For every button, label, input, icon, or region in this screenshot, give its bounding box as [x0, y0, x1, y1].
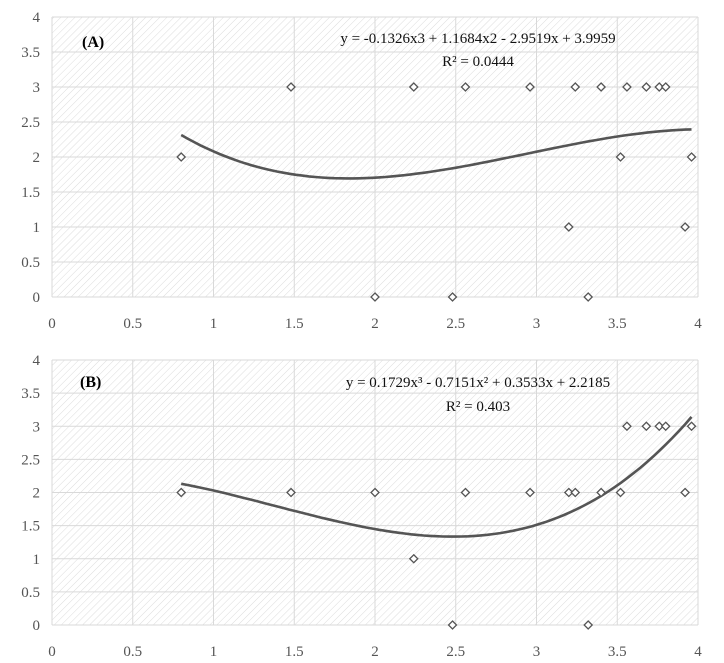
- y-tick-label: 0: [33, 290, 41, 306]
- y-tick-label: 2: [33, 486, 41, 502]
- data-point: [686, 152, 697, 162]
- y-tick-label: 1.5: [21, 185, 40, 201]
- data-point: [622, 82, 632, 92]
- data-point: [654, 82, 665, 92]
- points-a: [176, 82, 697, 302]
- data-point: [408, 553, 419, 564]
- x-ticks-a: 0 0.5 1 1.5 2 2.5 3 3.5 4: [48, 316, 702, 332]
- y-tick-label: 4: [33, 10, 41, 26]
- x-tick-label: 3.5: [608, 316, 627, 332]
- data-point: [622, 421, 632, 432]
- data-point: [286, 82, 296, 92]
- data-point: [370, 487, 380, 498]
- data-point: [641, 421, 652, 432]
- x-tick-label: 1.5: [285, 316, 304, 332]
- y-tick-label: 1: [33, 552, 41, 568]
- data-point: [680, 222, 690, 232]
- y-tick-label: 3.5: [21, 45, 40, 61]
- points-b: [176, 421, 697, 630]
- y-tick-label: 1: [33, 220, 41, 236]
- y-tick-label: 2: [33, 150, 41, 166]
- data-point: [525, 82, 535, 92]
- x-tick-label: 1: [210, 644, 218, 660]
- data-point: [686, 421, 697, 432]
- x-tick-label: 0: [48, 644, 56, 660]
- x-ticks-b: 0 0.5 1 1.5 2 2.5 3 3.5 4: [48, 644, 702, 660]
- data-point: [680, 487, 690, 498]
- r-squared-b: R² = 0.403: [446, 399, 510, 415]
- data-point: [583, 620, 594, 630]
- x-tick-label: 1.5: [285, 644, 304, 660]
- y-tick-label: 4: [33, 353, 41, 369]
- y-tick-label: 1.5: [21, 519, 40, 535]
- data-point: [654, 421, 665, 432]
- x-tick-label: 0: [48, 316, 56, 332]
- x-tick-label: 0.5: [123, 644, 142, 660]
- x-tick-label: 2: [371, 644, 379, 660]
- x-tick-label: 4: [694, 644, 702, 660]
- data-point: [447, 620, 458, 630]
- data-point: [447, 292, 458, 302]
- data-point: [176, 152, 187, 162]
- data-point: [460, 487, 471, 498]
- grid-b: [51, 359, 699, 626]
- data-point: [615, 487, 626, 498]
- x-tick-label: 2: [371, 316, 379, 332]
- grid-a: [51, 16, 699, 298]
- data-point: [583, 292, 594, 302]
- y-tick-label: 2.5: [21, 452, 40, 468]
- x-tick-label: 1: [210, 316, 218, 332]
- data-point: [563, 222, 574, 232]
- data-point: [408, 82, 419, 92]
- x-tick-label: 3.5: [608, 644, 627, 660]
- data-point: [660, 82, 671, 92]
- panel-label-a: (A): [82, 34, 104, 51]
- y-tick-label: 3: [33, 80, 41, 96]
- x-tick-label: 4: [694, 316, 702, 332]
- x-tick-label: 0.5: [123, 316, 142, 332]
- chart-panel-a: 00.511.522.533.54 0 0.5 1 1.5 2 2.5 3 3.5 4 (A) …: [21, 10, 702, 332]
- y-tick-label: 3.5: [21, 386, 40, 402]
- y-tick-label: 0.5: [21, 585, 40, 601]
- data-point: [525, 487, 535, 498]
- y-tick-label: 0.5: [21, 255, 40, 271]
- equation-b: y = 0.1729x³ - 0.7151x² + 0.3533x + 2.21…: [346, 375, 610, 391]
- data-point: [641, 82, 652, 92]
- data-point: [563, 487, 574, 498]
- y-ticks-b: 0 0.5 1 1.5 2 2.5 3 3.5 4: [21, 353, 40, 634]
- data-point: [370, 292, 380, 302]
- y-tick-label: 0: [33, 618, 41, 634]
- chart-panel-b: 00.511.522.533.54 0 0.5 1 1.5 2 2.5 3 3.5 4 (B) …: [21, 353, 702, 660]
- data-point: [286, 487, 296, 498]
- r-squared-a: R² = 0.0444: [442, 54, 514, 70]
- trendline-b: [180, 416, 693, 538]
- data-point: [176, 487, 187, 498]
- x-tick-label: 3: [533, 644, 541, 660]
- panel-label-b: (B): [80, 374, 101, 391]
- x-tick-label: 3: [533, 316, 541, 332]
- y-ticks-a: 0 0.5 1 1.5 2 2.5 3 3.5 4: [21, 10, 40, 306]
- data-point: [460, 82, 471, 92]
- y-tick-label: 3: [33, 419, 41, 435]
- data-point: [570, 487, 581, 498]
- x-tick-label: 2.5: [446, 644, 465, 660]
- data-point: [660, 421, 671, 432]
- data-point: [596, 487, 607, 498]
- equation-a: y = -0.1326x3 + 1.1684x2 - 2.9519x + 3.9…: [340, 31, 615, 47]
- data-point: [570, 82, 581, 92]
- data-point: [596, 82, 607, 92]
- data-point: [615, 152, 626, 162]
- trendline-a: [180, 128, 692, 180]
- y-tick-label: 2.5: [21, 115, 40, 131]
- x-tick-label: 2.5: [446, 316, 465, 332]
